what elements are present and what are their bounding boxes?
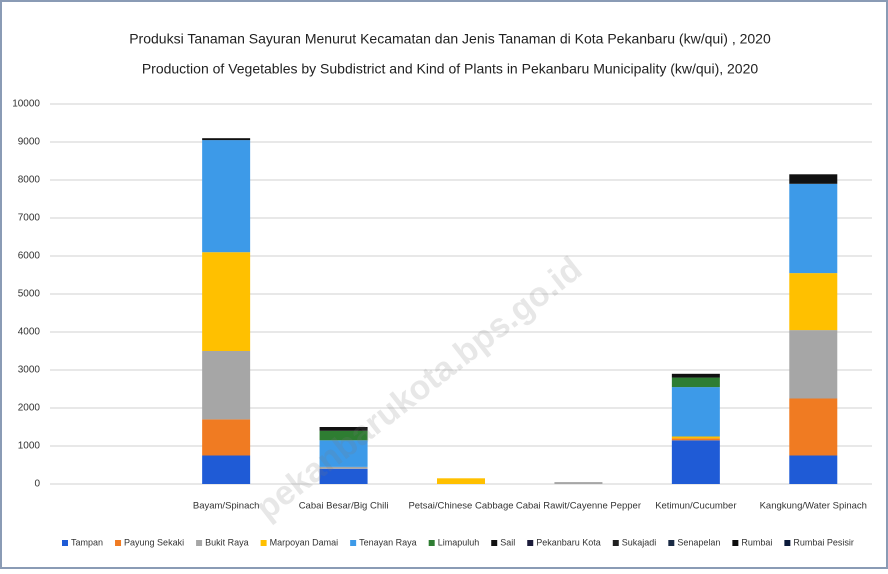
legend-label: Bukit Raya <box>205 537 249 547</box>
y-tick-label: 4000 <box>18 327 41 338</box>
legend-label: Limapuluh <box>438 537 480 547</box>
bar-segment <box>319 466 368 469</box>
bar-segment <box>319 430 368 441</box>
legend-label: Tampan <box>71 537 103 547</box>
bar-segment <box>789 174 838 184</box>
x-tick-label: Cabai Rawit/Cayenne Pepper <box>516 501 641 512</box>
legend-label: Tenayan Raya <box>359 537 417 547</box>
y-tick-label: 9000 <box>18 137 41 148</box>
legend-label: Rumbai Pesisir <box>793 537 854 547</box>
legend-swatch <box>428 540 435 546</box>
x-tick-label: Ketimun/Cucumber <box>655 501 736 512</box>
y-tick-label: 6000 <box>18 251 41 262</box>
bar-segment <box>671 436 720 439</box>
x-tick-label: Bayam/Spinach <box>193 501 260 512</box>
legend-swatch <box>732 540 739 546</box>
legend-swatch <box>527 540 534 546</box>
legend-label: Pekanbaru Kota <box>536 537 601 547</box>
legend-swatch <box>612 540 619 546</box>
y-tick-label: 0 <box>34 479 40 490</box>
bar-segment <box>671 438 720 441</box>
bar-segment <box>202 140 251 253</box>
legend-label: Sukajadi <box>622 537 657 547</box>
legend-swatch <box>784 540 791 546</box>
bar-segment <box>319 440 368 467</box>
legend-swatch <box>115 540 122 546</box>
bar-segment <box>437 478 485 484</box>
y-tick-label: 5000 <box>18 289 41 300</box>
x-tick-label: Kangkung/Water Spinach <box>760 501 867 512</box>
x-tick-label: Cabai Besar/Big Chili <box>299 501 389 512</box>
bar-segment <box>789 273 838 331</box>
y-tick-label: 10000 <box>12 99 40 110</box>
legend-label: Payung Sekaki <box>124 537 184 547</box>
legend-swatch <box>668 540 675 546</box>
y-tick-label: 2000 <box>18 403 41 414</box>
legend-swatch <box>491 540 498 546</box>
bar-segment <box>671 440 720 484</box>
x-tick-label: Petsai/Chinese Cabbage <box>408 501 513 512</box>
legend-label: Marpoyan Damai <box>270 537 339 547</box>
chart-title: Produksi Tanaman Sayuran Menurut Kecamat… <box>129 31 771 47</box>
bar-segment <box>319 427 368 431</box>
bar-segment <box>202 351 251 420</box>
bar-segment <box>202 252 251 351</box>
bar-segment <box>319 468 368 484</box>
bar-segment <box>202 419 251 456</box>
legend-swatch <box>196 540 203 546</box>
bar-segment <box>789 183 838 274</box>
legend-swatch <box>62 540 68 546</box>
bar-segment <box>789 398 838 456</box>
bar-segment <box>671 377 720 388</box>
bar-segment <box>554 482 603 484</box>
legend-swatch <box>260 540 267 546</box>
bar-segment <box>789 330 838 399</box>
y-tick-label: 8000 <box>18 175 41 186</box>
legend-swatch <box>350 540 357 546</box>
bar-segment <box>671 387 720 437</box>
y-tick-label: 7000 <box>18 213 41 224</box>
y-tick-label: 3000 <box>18 365 41 376</box>
bar-segment <box>671 373 720 378</box>
bar-segment <box>789 455 838 484</box>
bar-segment <box>202 138 251 141</box>
y-tick-label: 1000 <box>18 441 41 452</box>
chart-subtitle: Production of Vegetables by Subdistrict … <box>142 61 759 77</box>
legend-label: Rumbai <box>741 537 772 547</box>
legend-label: Sail <box>500 537 515 547</box>
legend-label: Senapelan <box>677 537 720 547</box>
bar-segment <box>202 455 251 484</box>
